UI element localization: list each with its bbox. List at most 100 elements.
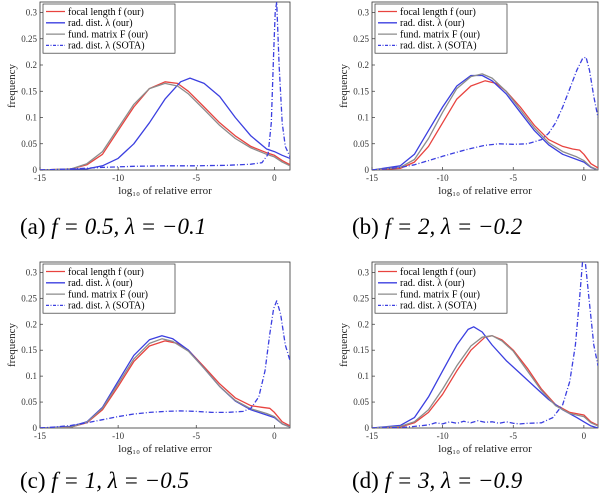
y-tick-label: 0.15 xyxy=(353,345,369,355)
y-tick-label: 0.1 xyxy=(26,113,37,123)
legend-label: fund. matrix F (our) xyxy=(400,289,480,300)
y-axis-label: frequency xyxy=(6,323,18,367)
y-tick-label: 0 xyxy=(365,165,370,175)
plot-frame-c xyxy=(39,261,291,429)
series-line-1 xyxy=(40,81,290,170)
y-tick-label: 0 xyxy=(33,423,38,433)
legend-label: rad. dist. λ (SOTA) xyxy=(68,41,145,52)
caption-d: (d) f = 3, λ = −0.9 xyxy=(352,468,522,494)
caption-d-param1: f = 3, xyxy=(384,468,436,493)
y-tick-label: 0.3 xyxy=(358,8,370,18)
caption-a-param1: f = 0.5, xyxy=(51,214,120,239)
y-tick-label: 0.25 xyxy=(353,293,369,303)
y-tick-label: 0.05 xyxy=(353,139,369,149)
legend-label: rad. dist. λ (SOTA) xyxy=(400,41,477,52)
x-tick-label: 0 xyxy=(272,431,277,441)
x-tick-label: -10 xyxy=(437,431,449,441)
x-tick-label: 0 xyxy=(582,173,587,183)
series-line-2 xyxy=(40,77,290,170)
series-line-1 xyxy=(40,340,290,428)
x-tick-label: -15 xyxy=(366,173,378,183)
x-tick-label: -5 xyxy=(510,173,518,183)
y-tick-label: 0.05 xyxy=(21,397,37,407)
legend-label: rad. dist. λ (our) xyxy=(68,278,133,289)
y-tick-label: 0.3 xyxy=(26,8,38,18)
y-tick-label: 0.2 xyxy=(26,319,37,329)
caption-d-label: (d) xyxy=(352,468,379,493)
x-tick-label: -15 xyxy=(34,173,46,183)
chart-c: 0 0.05 0.1 0.15 0.2 0.25 0.3 -15 -10 -5 0 log₁₀ of … xyxy=(6,261,291,455)
legend-label: fund. matrix F (our) xyxy=(400,29,480,40)
x-tick-label: -5 xyxy=(193,431,201,441)
series-group xyxy=(372,56,598,170)
y-tick-label: 0.25 xyxy=(21,293,37,303)
legend-label: focal length f (our) xyxy=(68,7,144,18)
caption-a: (a) f = 0.5, λ = −0.1 xyxy=(20,214,206,240)
x-axis-label: log₁₀ of relative error xyxy=(118,185,212,197)
y-tick-label: 0 xyxy=(365,423,370,433)
x-tick-label: -10 xyxy=(112,431,124,441)
caption-c-param2: λ = −0.5 xyxy=(107,468,189,493)
legend-label: rad. dist. λ (SOTA) xyxy=(400,301,477,312)
x-tick-label: -10 xyxy=(437,173,449,183)
x-tick-label: -10 xyxy=(112,173,124,183)
y-tick-label: 0.05 xyxy=(21,139,37,149)
series-line-4 xyxy=(372,56,598,170)
y-tick-label: 0.25 xyxy=(353,34,369,44)
plot-frame-a xyxy=(39,1,291,171)
chart-b: 0 0.05 0.1 0.15 0.2 0.25 0.3 -15 -10 -5 0 log₁₀ of … xyxy=(338,1,599,197)
series-line-3 xyxy=(372,73,598,170)
caption-b: (b) f = 2, λ = −0.2 xyxy=(352,214,522,240)
caption-b-label: (b) xyxy=(352,214,379,239)
series-group xyxy=(372,262,598,428)
legend-label: rad. dist. λ (our) xyxy=(400,18,465,29)
chart-a: 0 0.05 0.1 0.15 0.2 0.25 0.3 -15 -10 -5 0 log₁₀ of … xyxy=(6,1,291,197)
x-tick-label: -15 xyxy=(366,431,378,441)
y-axis-label: frequency xyxy=(338,323,350,367)
y-axis-label: frequency xyxy=(338,64,350,108)
series-line-4 xyxy=(40,300,290,428)
y-tick-label: 0.2 xyxy=(358,60,369,70)
x-tick-label: 0 xyxy=(272,173,277,183)
series-line-1 xyxy=(372,80,598,170)
x-axis-label: log₁₀ of relative error xyxy=(438,443,532,455)
y-tick-label: 0.2 xyxy=(26,60,37,70)
x-tick-label: 0 xyxy=(582,431,587,441)
legend: focal length f (our)rad. dist. λ (our)fu… xyxy=(374,263,508,314)
series-line-4 xyxy=(40,2,290,170)
y-tick-label: 0.05 xyxy=(353,397,369,407)
caption-a-label: (a) xyxy=(20,214,46,239)
legend: focal length f (our)rad. dist. λ (our)fu… xyxy=(42,263,176,314)
series-line-3 xyxy=(372,335,598,428)
caption-b-param1: f = 2, xyxy=(384,214,436,239)
plot-frame-d xyxy=(371,261,599,429)
legend-label: focal length f (our) xyxy=(400,267,476,278)
y-tick-label: 0.1 xyxy=(358,371,369,381)
legend-label: rad. dist. λ (SOTA) xyxy=(68,301,145,312)
series-line-2 xyxy=(40,335,290,428)
series-line-4 xyxy=(372,262,598,428)
x-axis-label: log₁₀ of relative error xyxy=(118,443,212,455)
series-line-1 xyxy=(372,335,598,428)
y-tick-label: 0.25 xyxy=(21,34,37,44)
y-tick-label: 0.15 xyxy=(21,345,37,355)
x-axis-label: log₁₀ of relative error xyxy=(438,185,532,197)
x-tick-label: -15 xyxy=(34,431,46,441)
legend-label: rad. dist. λ (our) xyxy=(68,18,133,29)
caption-c: (c) f = 1, λ = −0.5 xyxy=(20,468,189,494)
series-line-2 xyxy=(372,74,598,170)
legend-label: fund. matrix F (our) xyxy=(68,289,148,300)
series-group xyxy=(40,300,290,428)
x-tick-label: -5 xyxy=(510,431,518,441)
y-tick-label: 0.3 xyxy=(358,267,370,277)
legend-label: focal length f (our) xyxy=(400,7,476,18)
y-tick-label: 0.1 xyxy=(26,371,37,381)
legend-label: focal length f (our) xyxy=(68,267,144,278)
y-tick-label: 0.15 xyxy=(21,86,37,96)
caption-c-label: (c) xyxy=(20,468,46,493)
y-tick-label: 0 xyxy=(33,165,38,175)
series-line-3 xyxy=(40,338,290,428)
caption-b-param2: λ = −0.2 xyxy=(441,214,523,239)
x-tick-label: -5 xyxy=(193,173,201,183)
